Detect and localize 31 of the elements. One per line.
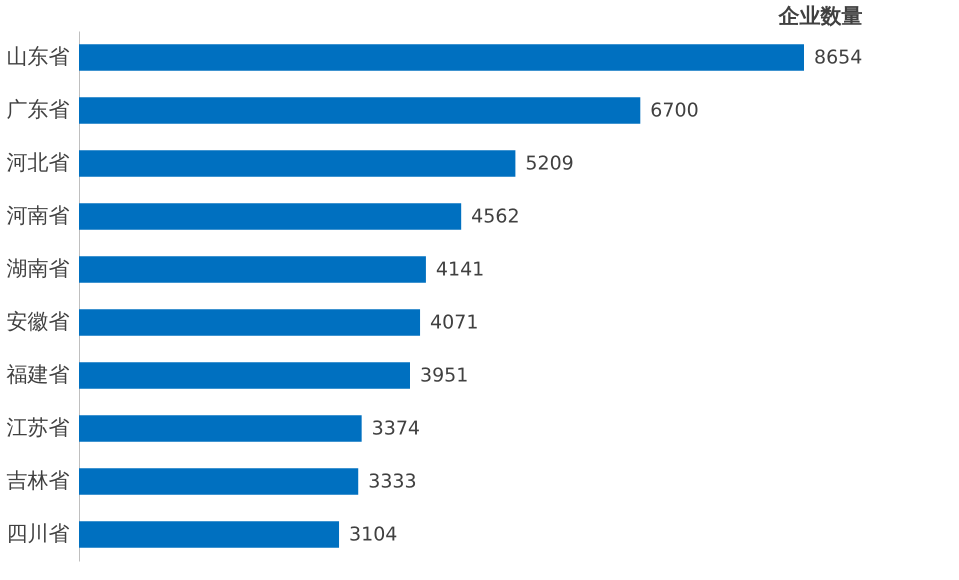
bar <box>79 362 410 389</box>
bar <box>79 256 426 283</box>
bar <box>79 415 362 442</box>
y-tick-label: 河北省 <box>6 150 70 174</box>
chart-title: 企业数量 <box>777 4 862 28</box>
y-tick-label: 湖南省 <box>6 256 70 280</box>
bar <box>79 203 462 230</box>
data-label: 3104 <box>349 524 398 546</box>
bar <box>79 521 340 548</box>
bar <box>79 468 358 495</box>
bar <box>79 150 516 177</box>
y-tick-label: 河南省 <box>6 204 70 228</box>
y-tick-label: 吉林省 <box>6 468 70 492</box>
data-label: 3951 <box>420 364 468 386</box>
data-label: 4562 <box>471 206 520 228</box>
bar <box>79 309 420 336</box>
data-label: 6700 <box>650 100 699 122</box>
y-tick-label: 福建省 <box>6 362 70 386</box>
data-label: 4141 <box>436 258 484 280</box>
data-label: 3374 <box>372 418 420 440</box>
bar <box>79 97 640 124</box>
y-tick-label: 四川省 <box>6 522 70 546</box>
y-tick-label: 江苏省 <box>6 416 70 440</box>
y-tick-label: 广东省 <box>6 98 70 122</box>
data-label: 5209 <box>525 152 574 174</box>
data-label: 8654 <box>814 46 862 68</box>
y-tick-label: 安徽省 <box>6 310 70 334</box>
data-label: 4071 <box>430 312 478 334</box>
data-label: 3333 <box>368 470 417 492</box>
y-tick-label: 山东省 <box>6 44 70 68</box>
bar <box>79 44 804 71</box>
